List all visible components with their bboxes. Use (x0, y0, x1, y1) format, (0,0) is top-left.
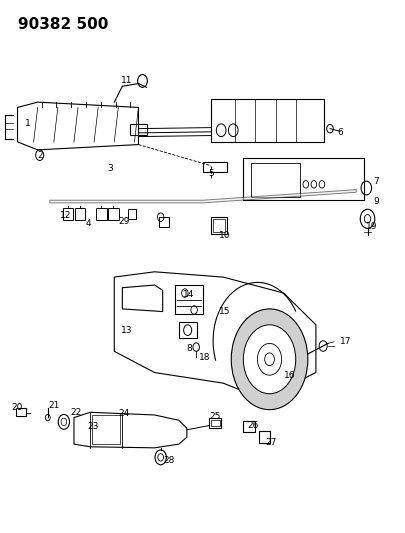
Text: 13: 13 (120, 326, 132, 335)
Text: 24: 24 (118, 409, 130, 418)
Bar (62, 208, 73, 220)
Circle shape (231, 309, 307, 410)
Bar (259, 431, 269, 442)
Text: 5: 5 (208, 169, 213, 178)
Text: 23: 23 (87, 422, 99, 431)
Text: 17: 17 (339, 337, 351, 346)
Text: 21: 21 (48, 401, 60, 410)
Text: 2: 2 (37, 151, 43, 160)
Bar (75, 208, 85, 220)
Bar (128, 209, 136, 219)
Text: 10: 10 (219, 231, 230, 240)
Text: 6: 6 (337, 128, 342, 138)
Bar (243, 158, 363, 200)
Text: 4: 4 (85, 219, 91, 228)
Text: 1: 1 (25, 119, 30, 128)
Text: 8: 8 (185, 344, 191, 353)
Bar (15, 408, 26, 416)
Text: 15: 15 (219, 307, 230, 316)
Bar (243, 421, 254, 432)
Text: 29: 29 (118, 217, 130, 227)
Bar (96, 208, 107, 220)
Text: 20: 20 (12, 402, 23, 411)
Text: 22: 22 (70, 408, 81, 417)
Bar (174, 285, 202, 314)
Text: 16: 16 (283, 370, 295, 379)
Bar (211, 216, 227, 233)
Text: 11: 11 (120, 76, 132, 85)
Text: 14: 14 (183, 289, 194, 298)
Bar (209, 418, 221, 427)
Text: 90382 500: 90382 500 (17, 17, 108, 33)
Text: 26: 26 (247, 421, 258, 430)
Bar (108, 208, 118, 220)
Text: 25: 25 (209, 411, 220, 421)
Text: 18: 18 (199, 353, 210, 362)
Bar (211, 100, 323, 142)
Bar (251, 163, 299, 197)
Circle shape (243, 325, 295, 394)
Text: 28: 28 (163, 456, 174, 465)
Text: 12: 12 (60, 211, 71, 220)
Bar (158, 217, 168, 227)
Text: 27: 27 (264, 438, 276, 447)
Bar (92, 415, 120, 444)
Text: 19: 19 (365, 222, 376, 231)
Bar (213, 219, 225, 231)
Text: 9: 9 (373, 197, 378, 206)
Bar (178, 322, 196, 338)
Polygon shape (50, 190, 355, 203)
Bar (130, 124, 146, 135)
Bar (202, 161, 227, 172)
Text: 7: 7 (373, 177, 378, 186)
Bar (210, 420, 219, 425)
Text: 3: 3 (107, 164, 113, 173)
